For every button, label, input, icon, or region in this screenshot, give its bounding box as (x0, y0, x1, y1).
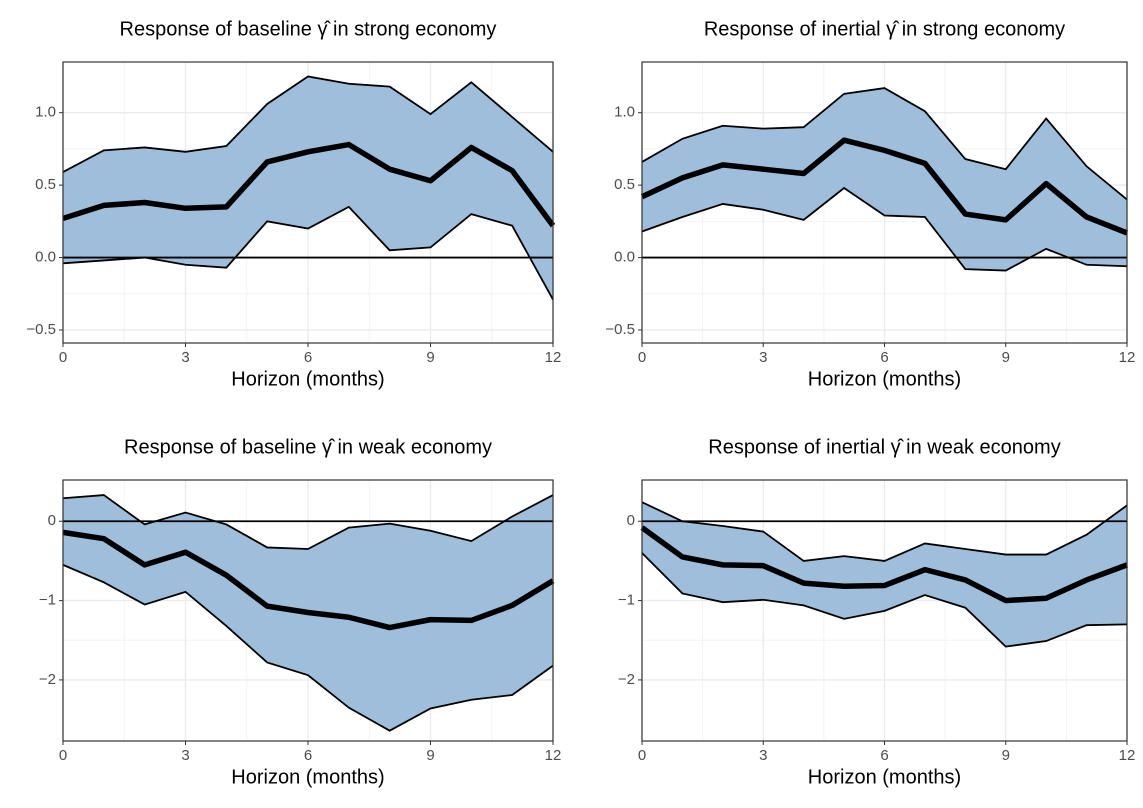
x-axis-label: Horizon (months) (231, 766, 384, 788)
y-tick-label: 0.0 (614, 249, 635, 266)
y-tick-label: −0.5 (605, 321, 635, 338)
panel-border (641, 61, 1128, 344)
band-lower (641, 552, 1128, 648)
x-tick-label: 9 (1002, 747, 1010, 764)
x-tick-label: 12 (545, 349, 562, 366)
panel-border (62, 479, 554, 742)
y-tick-label: −1 (618, 592, 635, 609)
x-axis-label: Horizon (months) (808, 766, 961, 788)
estimate-line (62, 529, 555, 631)
x-tick-label: 12 (545, 747, 562, 764)
x-tick-label: 0 (59, 747, 67, 764)
chart-title: Response of baseline γ̂ in weak economy (124, 436, 492, 458)
chart-title: Response of inertial γ̂ in weak economy (708, 436, 1060, 458)
band-lower (641, 186, 1128, 272)
x-tick-label: 0 (638, 349, 646, 366)
x-axis-label: Horizon (months) (231, 368, 384, 390)
x-tick-label: 3 (759, 349, 767, 366)
panel-border (62, 61, 554, 344)
estimate-line (640, 137, 1129, 236)
x-tick-label: 9 (426, 747, 434, 764)
x-tick-label: 9 (1002, 349, 1010, 366)
estimate-line (62, 141, 556, 228)
x-axis-label: Horizon (months) (808, 368, 961, 390)
x-tick-label: 6 (880, 349, 888, 366)
band-upper (641, 501, 1128, 562)
y-tick-label: 0 (627, 512, 635, 529)
band-upper (62, 75, 554, 173)
confidence-band (63, 76, 553, 300)
x-tick-label: 12 (1119, 349, 1136, 366)
y-tick-label: −1 (39, 592, 56, 609)
x-tick-label: 6 (304, 747, 312, 764)
x-tick-label: 3 (759, 747, 767, 764)
chart-title: Response of inertial γ̂ in strong econom… (704, 18, 1065, 40)
y-tick-label: 0 (48, 512, 56, 529)
x-tick-label: 0 (59, 349, 67, 366)
band-upper (62, 494, 554, 550)
x-tick-label: 6 (304, 349, 312, 366)
x-tick-label: 3 (181, 349, 189, 366)
y-tick-label: 0.5 (614, 176, 635, 193)
confidence-band (642, 88, 1127, 271)
y-tick-label: 1.0 (614, 104, 635, 121)
estimate-line (640, 525, 1128, 604)
x-tick-label: 3 (181, 747, 189, 764)
x-tick-label: 6 (880, 747, 888, 764)
confidence-band (642, 502, 1127, 647)
y-tick-label: 0.5 (35, 176, 56, 193)
panel-border (641, 479, 1128, 742)
y-tick-label: −0.5 (26, 321, 56, 338)
chart-title: Response of baseline γ̂ in strong econom… (120, 18, 497, 40)
x-tick-label: 0 (638, 747, 646, 764)
x-tick-label: 12 (1119, 747, 1136, 764)
band-lower (62, 564, 554, 732)
y-tick-label: 1.0 (35, 104, 56, 121)
band-upper (641, 87, 1128, 201)
y-tick-label: −2 (618, 671, 635, 688)
y-tick-label: 0.0 (35, 249, 56, 266)
y-tick-label: −2 (39, 671, 56, 688)
x-tick-label: 9 (426, 349, 434, 366)
